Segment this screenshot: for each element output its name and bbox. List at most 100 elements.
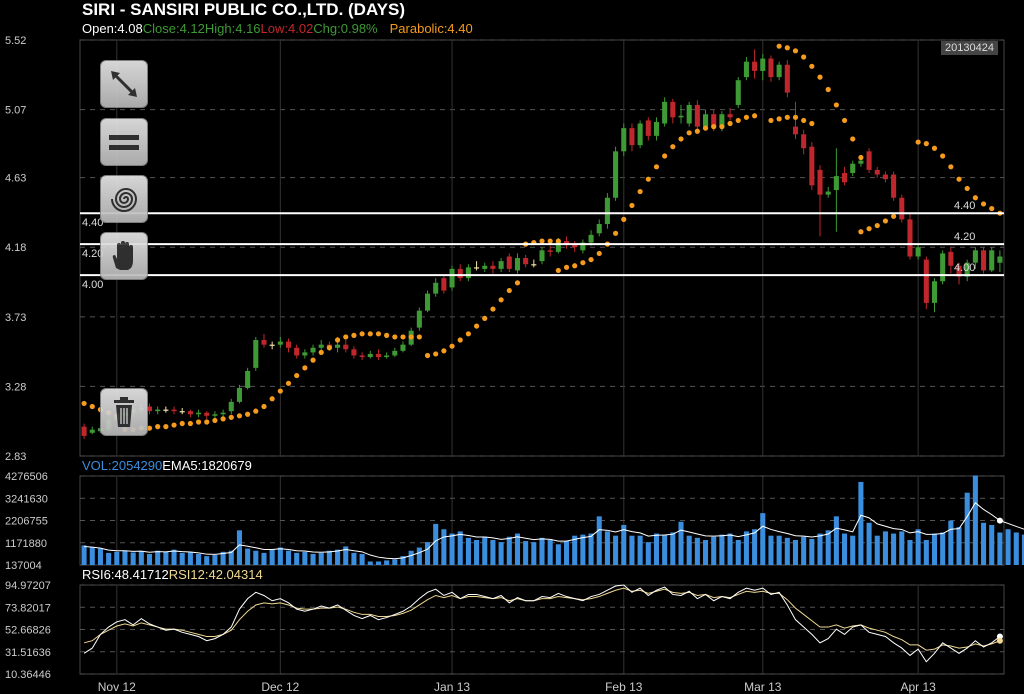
sar-dot [498, 297, 504, 303]
volume-bar [997, 532, 1003, 565]
volume-bar [621, 524, 627, 565]
rsi-axis-label: 52.66826 [5, 625, 51, 637]
candle-body [171, 409, 177, 412]
delete-tool-button[interactable] [100, 388, 148, 436]
price-axis-label: 5.52 [5, 35, 26, 47]
trendline-tool-button[interactable] [100, 60, 148, 108]
volume-bar [89, 547, 95, 565]
volume-bar [555, 544, 561, 565]
volume-bar [514, 533, 521, 565]
volume-bar [138, 551, 144, 565]
open-value: Open:4.08 [82, 21, 143, 36]
candle-body [285, 341, 292, 348]
volume-bar [833, 516, 839, 565]
sar-dot [351, 332, 357, 338]
date-axis-label: Dec 12 [261, 680, 299, 694]
sar-dot [694, 128, 700, 134]
sar-dot [195, 419, 202, 425]
sar-dot [612, 230, 619, 236]
volume-bar [940, 532, 946, 565]
sar-dot [539, 238, 545, 244]
sar-dot [948, 164, 954, 170]
volume-bar [792, 539, 799, 565]
horizontal-line-label-right: 4.40 [954, 200, 975, 212]
pan-tool-button[interactable] [100, 232, 148, 280]
price-axis-label: 3.28 [5, 381, 26, 393]
candle-body [817, 169, 823, 195]
candle-body [956, 265, 962, 277]
volume-bar [269, 549, 275, 565]
volume-bar [212, 555, 218, 565]
rsi6-endpoint [996, 633, 1003, 640]
sar-dot [155, 424, 161, 430]
candle-body [891, 174, 897, 198]
sar-dot [989, 205, 995, 212]
candle-body [400, 344, 406, 351]
volume-bar [400, 556, 406, 565]
candle-body [457, 268, 463, 279]
rsi12-endpoint [996, 637, 1003, 644]
candle-body [596, 224, 602, 234]
rsi6-line [83, 584, 1001, 663]
sar-dot [980, 201, 987, 207]
candle-body [384, 355, 390, 358]
volume-bar [882, 531, 888, 565]
volume-bar [801, 536, 807, 565]
price-axis-label: 4.63 [5, 173, 26, 185]
candle-body [915, 247, 921, 257]
sar-dot [719, 124, 725, 130]
parallel-lines-tool-button[interactable] [100, 118, 148, 166]
sar-dot [269, 396, 275, 402]
sar-dot [465, 331, 472, 337]
rsi12-line [83, 587, 1001, 651]
candle-body [474, 267, 480, 269]
volume-bar [433, 523, 439, 565]
fibonacci-spiral-tool-button[interactable] [100, 175, 148, 223]
sar-dot [302, 365, 308, 371]
candle-body [923, 259, 929, 303]
candle-body [604, 197, 610, 225]
sar-dot [580, 260, 586, 266]
volume-bar [1013, 532, 1019, 565]
volume-bar [531, 542, 537, 565]
high-value: High:4.16 [204, 21, 261, 36]
rsi-axis-label: 31.51636 [5, 647, 51, 659]
candle-body [662, 101, 668, 124]
candle-body [236, 387, 242, 402]
volume-bar [850, 535, 856, 565]
volume-bar [858, 481, 864, 565]
sar-dot [392, 334, 398, 340]
volume-bar [572, 535, 578, 565]
candle-body [245, 370, 251, 388]
volume-bar [163, 551, 169, 565]
volume-bar [261, 552, 267, 565]
candle-body [621, 128, 627, 152]
volume-bar [727, 533, 733, 565]
candle-body [563, 241, 570, 245]
sar-dot [792, 114, 799, 120]
candle-body [187, 411, 193, 415]
candle-body [449, 268, 455, 288]
volume-bar [784, 537, 790, 565]
candle-body [343, 344, 349, 350]
volume-bar [343, 546, 349, 565]
volume-bar [842, 533, 848, 565]
sar-dot [645, 176, 651, 182]
candle-body [523, 258, 529, 265]
candle-body [261, 340, 267, 345]
volume-bar [196, 553, 202, 565]
candle-body [580, 242, 586, 251]
sar-dot [711, 124, 717, 130]
candle-body [874, 169, 880, 175]
sar-dot [473, 323, 480, 329]
volume-bar [891, 533, 897, 565]
volume-bar [457, 531, 463, 565]
volume-bar [171, 549, 177, 565]
volume-bar [506, 536, 512, 565]
sar-dot [972, 195, 978, 201]
volume-axis-label: 2206755 [5, 516, 48, 528]
volume-bar [981, 522, 987, 565]
candle-body [686, 104, 692, 124]
